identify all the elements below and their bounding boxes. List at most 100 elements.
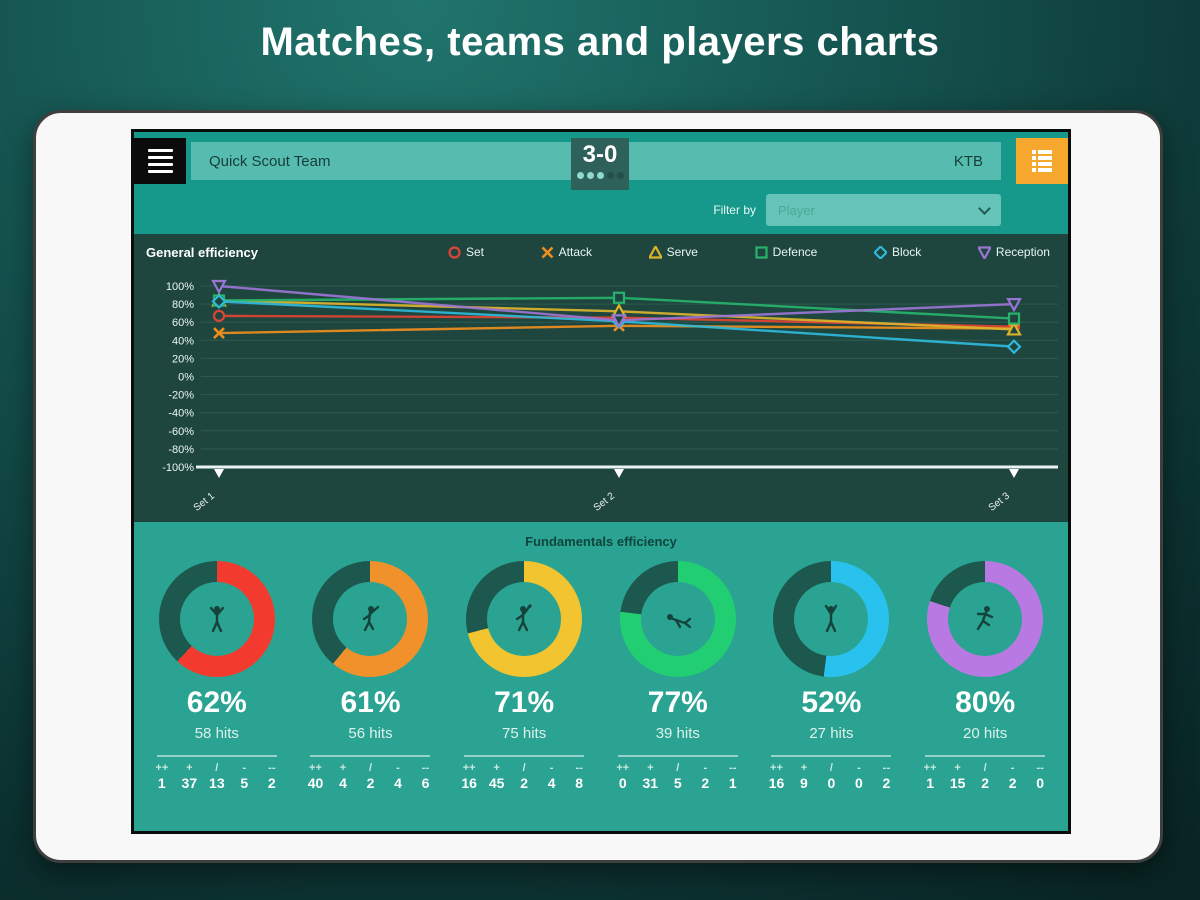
filter-dropdown[interactable]: Player xyxy=(766,194,1001,226)
defence-donut-chart xyxy=(619,561,736,677)
block-player-icon xyxy=(825,604,838,633)
stat-symbol: - xyxy=(396,762,400,774)
stat-value: 16 xyxy=(461,775,477,791)
block-donut-chart xyxy=(773,561,890,677)
stat-value: 4 xyxy=(339,775,347,791)
stat-values: 0 31 5 2 1 xyxy=(611,775,745,791)
stat-value: 9 xyxy=(800,775,808,791)
square-marker-icon xyxy=(755,245,768,259)
fundamentals-title: Fundamentals efficiency xyxy=(525,534,677,549)
legend-item-reception: Reception xyxy=(977,245,1050,259)
app-screen: Quick Scout Team KTB 3-0 Filter by Pla xyxy=(131,129,1071,834)
svg-text:Set 3: Set 3 xyxy=(987,490,1013,513)
general-efficiency-panel: General efficiency Set Attack Serve Defence… xyxy=(134,234,1068,522)
stat-symbol: / xyxy=(676,762,680,774)
stat-symbol: - xyxy=(857,762,861,774)
stat-value: 31 xyxy=(642,775,659,791)
stat-symbol: / xyxy=(522,762,526,774)
triangle-down-marker-icon xyxy=(977,245,991,259)
stat-symbol: - xyxy=(1010,762,1015,774)
stat-symbols: ++ + / - -- xyxy=(303,762,437,774)
filter-dropdown-value: Player xyxy=(778,202,815,218)
stat-symbol: -- xyxy=(1036,762,1044,774)
stat-symbol: -- xyxy=(729,762,737,774)
stat-symbol: ++ xyxy=(462,762,476,774)
stat-symbol: ++ xyxy=(155,762,169,774)
serve-hits: 75 hits xyxy=(502,725,547,742)
stat-symbol: + xyxy=(800,762,808,774)
legend-item-set: Set xyxy=(448,245,484,259)
legend-item-attack: Attack xyxy=(541,245,592,259)
svg-text:-20%: -20% xyxy=(168,390,194,402)
serve-player-icon xyxy=(515,604,532,632)
score-dots xyxy=(571,172,629,179)
svg-text:80%: 80% xyxy=(172,299,194,311)
svg-text:0%: 0% xyxy=(178,372,194,384)
diamond-marker-icon xyxy=(873,245,887,259)
stat-symbol: ++ xyxy=(616,762,630,774)
stat-symbols: ++ + / - -- xyxy=(150,762,284,774)
results-list-button[interactable] xyxy=(1016,138,1068,184)
tablet-frame: Quick Scout Team KTB 3-0 Filter by Pla xyxy=(33,110,1163,863)
stat-values: 16 45 2 4 8 xyxy=(457,775,591,791)
reception-donut-chart xyxy=(927,561,1044,677)
app-header: Quick Scout Team KTB 3-0 xyxy=(134,138,1068,190)
set-percent: 62% xyxy=(186,686,247,719)
donut-grid: 62% 58 hits ++ + / - -- 1 37 13 5 2 61% 56 hits ++ + / - -… xyxy=(134,549,1068,791)
legend-item-block: Block xyxy=(873,245,921,259)
stat-value: 1 xyxy=(157,775,166,791)
set-hits: 58 hits xyxy=(194,725,239,742)
divider xyxy=(771,755,892,757)
legend-label: Set xyxy=(466,245,485,259)
hamburger-menu-button[interactable] xyxy=(134,138,186,184)
stat-symbol: + xyxy=(647,762,654,774)
legend-label: Defence xyxy=(772,245,818,259)
triangle-up-marker-icon xyxy=(648,245,662,259)
stat-value: 0 xyxy=(1036,775,1044,791)
circle-marker-icon xyxy=(448,245,461,259)
stat-symbols: ++ + / - -- xyxy=(918,762,1052,774)
stat-value: 40 xyxy=(307,775,324,791)
stat-value: 45 xyxy=(488,775,505,791)
serve-donut-chart xyxy=(466,561,583,677)
stat-value: 0 xyxy=(618,775,627,791)
stat-symbol: + xyxy=(954,762,961,774)
svg-text:Set 2: Set 2 xyxy=(592,490,618,513)
filter-by-label: Filter by xyxy=(713,203,756,217)
hamburger-icon xyxy=(147,148,173,153)
donut-hole xyxy=(948,582,1023,656)
stat-symbol: -- xyxy=(421,762,430,774)
stat-value: 0 xyxy=(827,775,836,791)
donut-hole xyxy=(640,582,715,656)
donut-attack: 61% 56 hits ++ + / - -- 40 4 2 4 6 xyxy=(294,561,446,791)
defence-percent: 77% xyxy=(647,686,708,719)
set-dot-empty xyxy=(616,172,624,179)
page-title: Matches, teams and players charts xyxy=(260,20,940,64)
stat-symbol: -- xyxy=(882,762,891,774)
stat-value: 4 xyxy=(547,775,556,791)
donut-hole xyxy=(179,582,254,656)
chart-legend: Set Attack Serve Defence Block Reception xyxy=(448,245,1056,259)
x-marker-icon xyxy=(541,246,554,258)
serve-percent: 71% xyxy=(494,686,555,719)
stat-values: 16 9 0 0 2 xyxy=(764,775,898,791)
attack-player-icon xyxy=(363,605,380,632)
match-score-box: 3-0 xyxy=(571,138,629,190)
stat-symbol: ++ xyxy=(770,762,783,774)
donut-serve: 71% 75 hits ++ + / - -- 16 45 2 4 8 xyxy=(448,561,600,791)
block-hits: 27 hits xyxy=(809,725,854,742)
attack-percent: 61% xyxy=(340,686,401,719)
legend-label: Serve xyxy=(666,245,698,259)
fundamentals-panel: Fundamentals efficiency 62% 58 hits ++ + / - -… xyxy=(134,522,1068,831)
stat-symbol: + xyxy=(493,762,500,774)
stat-value: 1 xyxy=(926,775,934,791)
away-team-name: KTB xyxy=(953,152,983,170)
donut-hole xyxy=(794,582,869,656)
svg-text:-60%: -60% xyxy=(168,426,194,438)
stat-value: 1 xyxy=(728,775,737,791)
donut-defence: 77% 39 hits ++ + / - -- 0 31 5 2 1 xyxy=(602,561,754,791)
stat-value: 8 xyxy=(575,775,584,791)
stat-value: 13 xyxy=(209,775,225,791)
donut-block: 52% 27 hits ++ + / - -- 16 9 0 0 2 xyxy=(755,561,907,791)
stat-symbol: -- xyxy=(575,762,583,774)
